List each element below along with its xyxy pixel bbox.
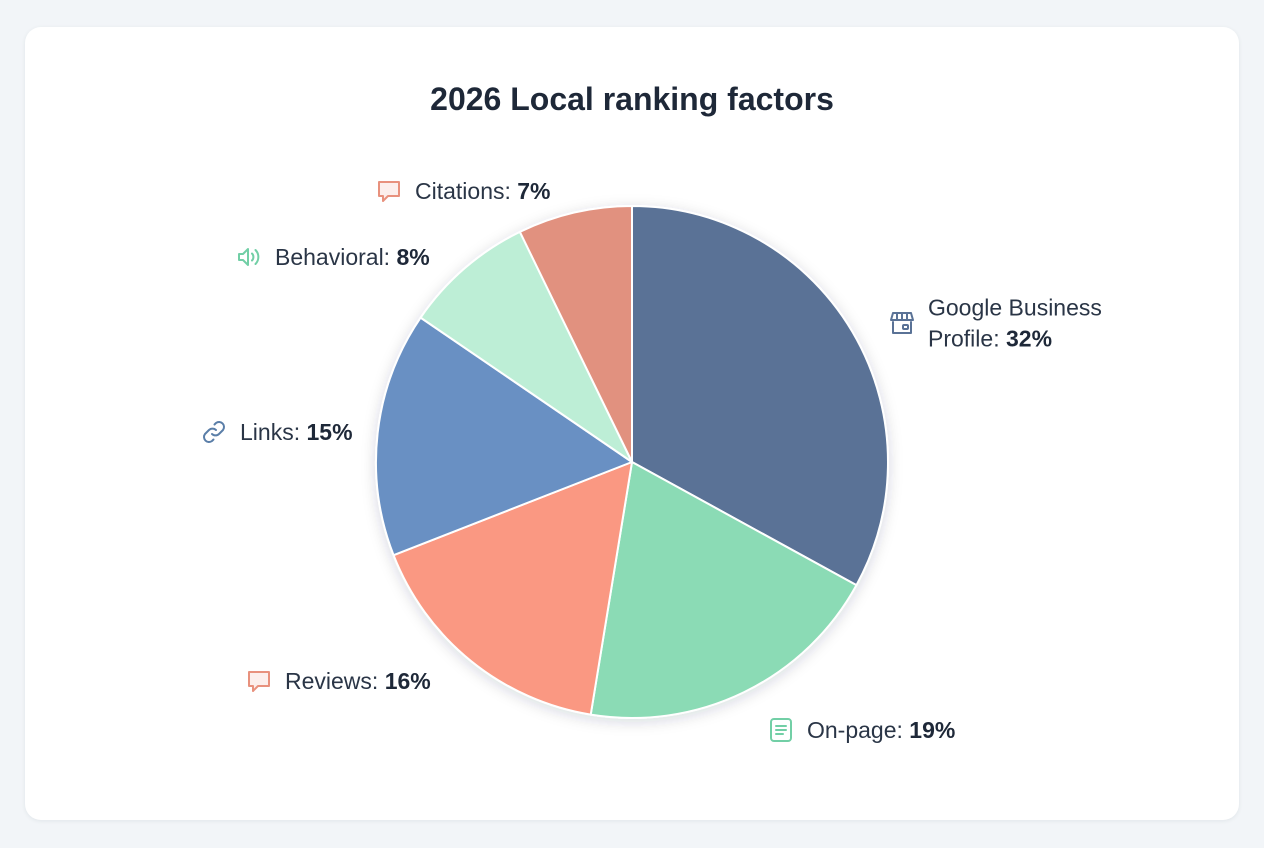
chart-title: 2026 Local ranking factors <box>430 81 834 117</box>
link-icon <box>203 421 225 443</box>
slice-value-label: 15% <box>306 419 352 445</box>
slice-value-label: 19% <box>909 717 955 743</box>
slice-label: Behavioral: 8% <box>238 244 430 270</box>
pie-slice <box>375 316 633 557</box>
slice-label: Citations: 7% <box>378 178 551 204</box>
pie-labels: Google Business Profile: 32% On-page: 19% R… <box>203 178 1102 743</box>
pie-slice <box>419 230 633 463</box>
slice-value-label: 32% <box>1006 326 1052 352</box>
slice-label: Links: 15% <box>203 419 353 445</box>
speaker-icon <box>238 248 260 266</box>
pie-slice <box>392 461 633 716</box>
document-icon <box>770 718 792 742</box>
slice-label-text: Behavioral: 8% <box>275 244 430 270</box>
speech-bubble-icon <box>248 671 270 692</box>
pie-slice <box>518 205 633 463</box>
speech-bubble-icon <box>378 181 400 202</box>
slice-label: Google Business Profile: 32% <box>890 295 1102 352</box>
slice-label-text: On-page: 19% <box>807 717 955 743</box>
slice-label-text: Reviews: 16% <box>285 668 431 694</box>
pie-slices <box>375 205 889 719</box>
slice-value-label: 16% <box>385 668 431 694</box>
storefront-icon <box>890 312 914 334</box>
slice-label-text: Citations: 7% <box>415 178 551 204</box>
slice-label: On-page: 19% <box>770 717 955 743</box>
slice-label: Reviews: 16% <box>248 668 431 694</box>
pie-slice <box>631 205 889 587</box>
slice-label-text: Google Business <box>928 295 1102 321</box>
slice-label-text: Profile: 32% <box>928 326 1052 352</box>
slice-label-text: Links: 15% <box>240 419 353 445</box>
slice-value-label: 8% <box>396 244 429 270</box>
slice-value-label: 7% <box>517 178 550 204</box>
pie-slice <box>589 461 858 719</box>
